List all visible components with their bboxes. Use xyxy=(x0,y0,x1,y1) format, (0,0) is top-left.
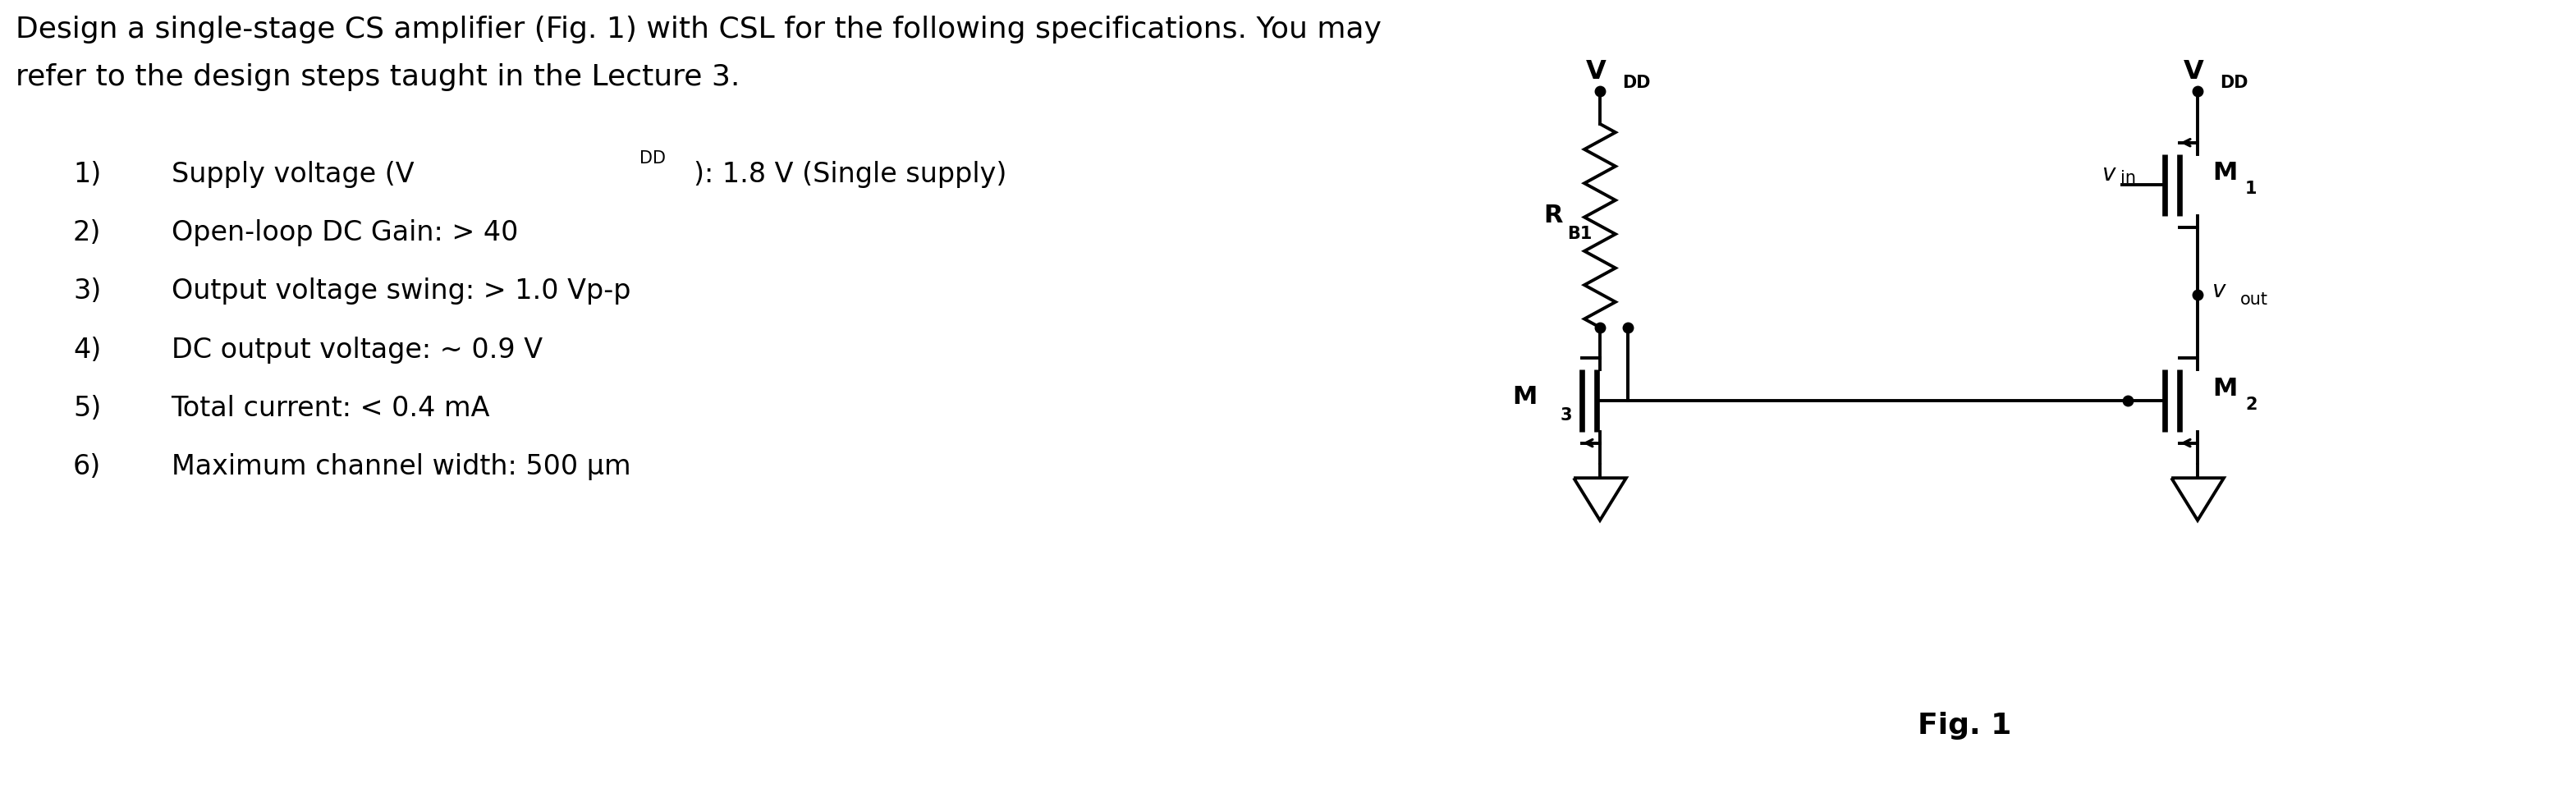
Text: refer to the design steps taught in the Lecture 3.: refer to the design steps taught in the … xyxy=(15,63,739,90)
Text: DD: DD xyxy=(1623,75,1651,91)
Text: Design a single-stage CS amplifier (Fig. 1) with CSL for the following specifica: Design a single-stage CS amplifier (Fig.… xyxy=(15,15,1381,44)
Text: ): 1.8 V (Single supply): ): 1.8 V (Single supply) xyxy=(693,161,1007,187)
Text: 6): 6) xyxy=(72,454,100,481)
Text: DD: DD xyxy=(2221,75,2249,91)
Text: in: in xyxy=(2120,170,2136,186)
Text: M: M xyxy=(2213,377,2239,400)
Text: 5): 5) xyxy=(72,395,100,422)
Text: V: V xyxy=(1587,60,1605,85)
Text: M: M xyxy=(1512,385,1538,408)
Text: Maximum channel width: 500 μm: Maximum channel width: 500 μm xyxy=(170,454,631,481)
Text: 2): 2) xyxy=(72,220,100,246)
Text: Fig. 1: Fig. 1 xyxy=(1917,712,2012,740)
Text: R: R xyxy=(1543,204,1564,228)
Text: DC output voltage: ∼ 0.9 V: DC output voltage: ∼ 0.9 V xyxy=(170,337,544,363)
Text: DD: DD xyxy=(639,150,665,166)
Text: B1: B1 xyxy=(1566,226,1592,242)
Text: out: out xyxy=(2241,291,2267,308)
Text: Output voltage swing: > 1.0 Vp-p: Output voltage swing: > 1.0 Vp-p xyxy=(170,278,631,305)
Text: v: v xyxy=(2102,162,2115,185)
Text: 2: 2 xyxy=(2246,396,2257,413)
Text: v: v xyxy=(2213,279,2226,303)
Text: 4): 4) xyxy=(72,337,100,363)
Text: 3: 3 xyxy=(1561,407,1571,424)
Text: Total current: < 0.4 mA: Total current: < 0.4 mA xyxy=(170,395,489,422)
Text: 1: 1 xyxy=(2246,181,2257,197)
Text: 3): 3) xyxy=(72,278,100,305)
Text: Open-loop DC Gain: > 40: Open-loop DC Gain: > 40 xyxy=(170,220,518,246)
Text: M: M xyxy=(2213,161,2239,185)
Text: 1): 1) xyxy=(72,161,100,187)
Text: V: V xyxy=(2184,60,2202,85)
Text: Supply voltage (V: Supply voltage (V xyxy=(170,161,415,187)
